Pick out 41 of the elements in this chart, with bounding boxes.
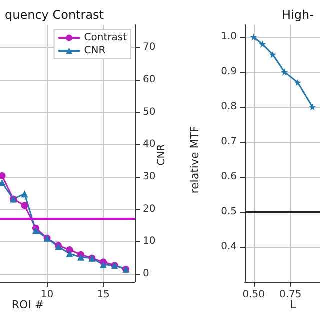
point (32, 227, 40, 234)
y2-tick-label: 10 (143, 236, 156, 248)
point (78, 254, 84, 261)
y-tick-label: 0.7 (221, 136, 237, 148)
chart-title: quency Contrast (5, 8, 104, 22)
y2-tick-label: 50 (143, 106, 156, 118)
y2-tick-label: 60 (143, 74, 156, 86)
point (250, 34, 258, 41)
y2-tick-label: 0 (143, 268, 150, 280)
x-axis-title: L (290, 298, 297, 312)
x-axis-title: ROI # (12, 298, 44, 312)
y-tick-label: 0.4 (221, 242, 237, 253)
y-tick-label: 0.9 (221, 66, 237, 78)
point (100, 261, 107, 268)
y2-tick-label: 70 (143, 42, 156, 54)
y2-tick-label: 40 (143, 139, 156, 150)
y-tick-label: 0.8 (221, 102, 237, 113)
chart-title: High- (282, 8, 314, 22)
x-tick-label: 10 (40, 290, 54, 300)
x-tick-label: 15 (97, 290, 110, 300)
point (259, 40, 266, 48)
y-tick-label: 1.0 (221, 32, 237, 43)
legend-label: CNR (84, 46, 106, 56)
point (0, 172, 6, 180)
point (281, 68, 288, 76)
y2-axis-title: CNR (156, 144, 168, 166)
point (0, 179, 6, 186)
point (21, 202, 28, 210)
point (309, 104, 316, 111)
point (66, 250, 74, 258)
x-tick-label: 0.75 (279, 290, 302, 300)
x-tick-label: 0.50 (242, 290, 265, 300)
point (21, 190, 28, 198)
y-axis-title: relative MTF (188, 126, 202, 194)
legend-label: Contrast (84, 32, 128, 44)
point (269, 51, 276, 58)
y-tick-label: 0.5 (221, 206, 237, 218)
y2-tick-label: 30 (143, 171, 156, 182)
y2-tick-label: 20 (143, 204, 156, 215)
y-tick-label: 0.6 (221, 172, 237, 183)
point (294, 79, 302, 86)
